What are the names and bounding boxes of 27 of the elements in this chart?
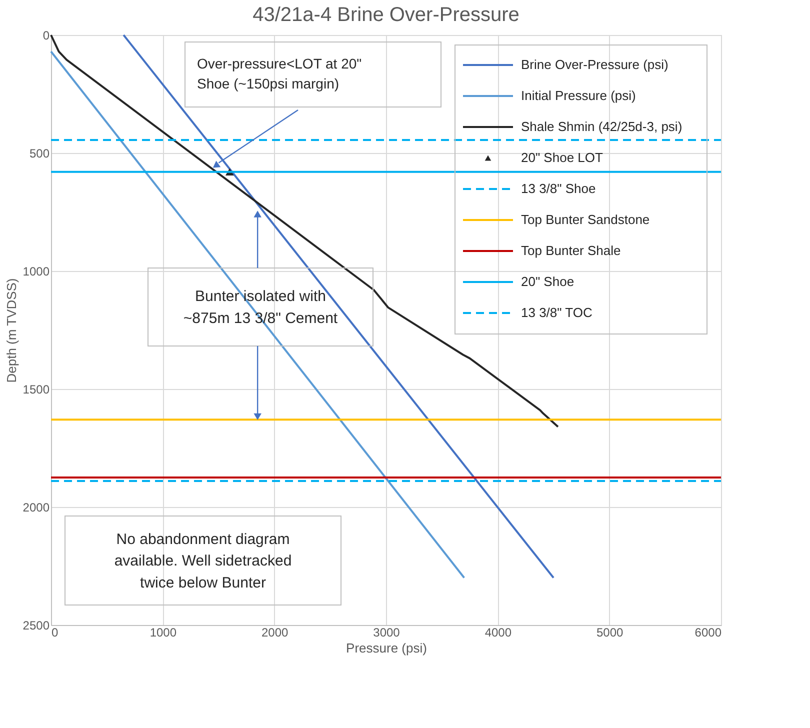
legend-label: Initial Pressure (psi) <box>521 88 636 103</box>
x-axis-title: Pressure (psi) <box>346 640 427 656</box>
x-tick-label: 5000 <box>596 626 624 640</box>
x-tick-label: 3000 <box>373 626 400 640</box>
legend-label: 20" Shoe <box>521 274 574 289</box>
legend-label: Top Bunter Sandstone <box>521 212 650 227</box>
x-tick-label: 0 <box>52 626 58 640</box>
y-tick-label: 1000 <box>22 264 50 278</box>
legend-label: 13 3/8" Shoe <box>521 181 596 196</box>
x-tick-label: 6000 <box>694 626 722 640</box>
x-tick-label: 4000 <box>484 626 512 640</box>
y-tick-label: 0 <box>42 28 50 42</box>
legend-label: Brine Over-Pressure (psi) <box>521 57 668 72</box>
chart-title: 43/21a-4 Brine Over-Pressure <box>252 4 520 26</box>
y-tick-label: 500 <box>29 146 50 160</box>
legend-label: Shale Shmin (42/25d-3, psi) <box>521 119 682 134</box>
y-axis-title: Depth (m TVDSS) <box>4 278 19 383</box>
legend-label: 13 3/8" TOC <box>521 305 592 320</box>
legend-label: 20" Shoe LOT <box>521 150 603 165</box>
y-tick-label: 2000 <box>22 500 50 514</box>
x-tick-label: 1000 <box>150 626 177 640</box>
annotation: No abandonment diagram available. Well sidetracked twice below Bunter <box>114 530 292 592</box>
x-tick-label: 2000 <box>261 626 289 640</box>
legend-label: Top Bunter Shale <box>521 243 621 258</box>
annotation: Over-pressure<LOT at 20" Shoe (~150psi margin) <box>197 55 362 92</box>
y-tick-label: 2500 <box>22 618 50 632</box>
y-tick-label: 1500 <box>22 382 50 396</box>
